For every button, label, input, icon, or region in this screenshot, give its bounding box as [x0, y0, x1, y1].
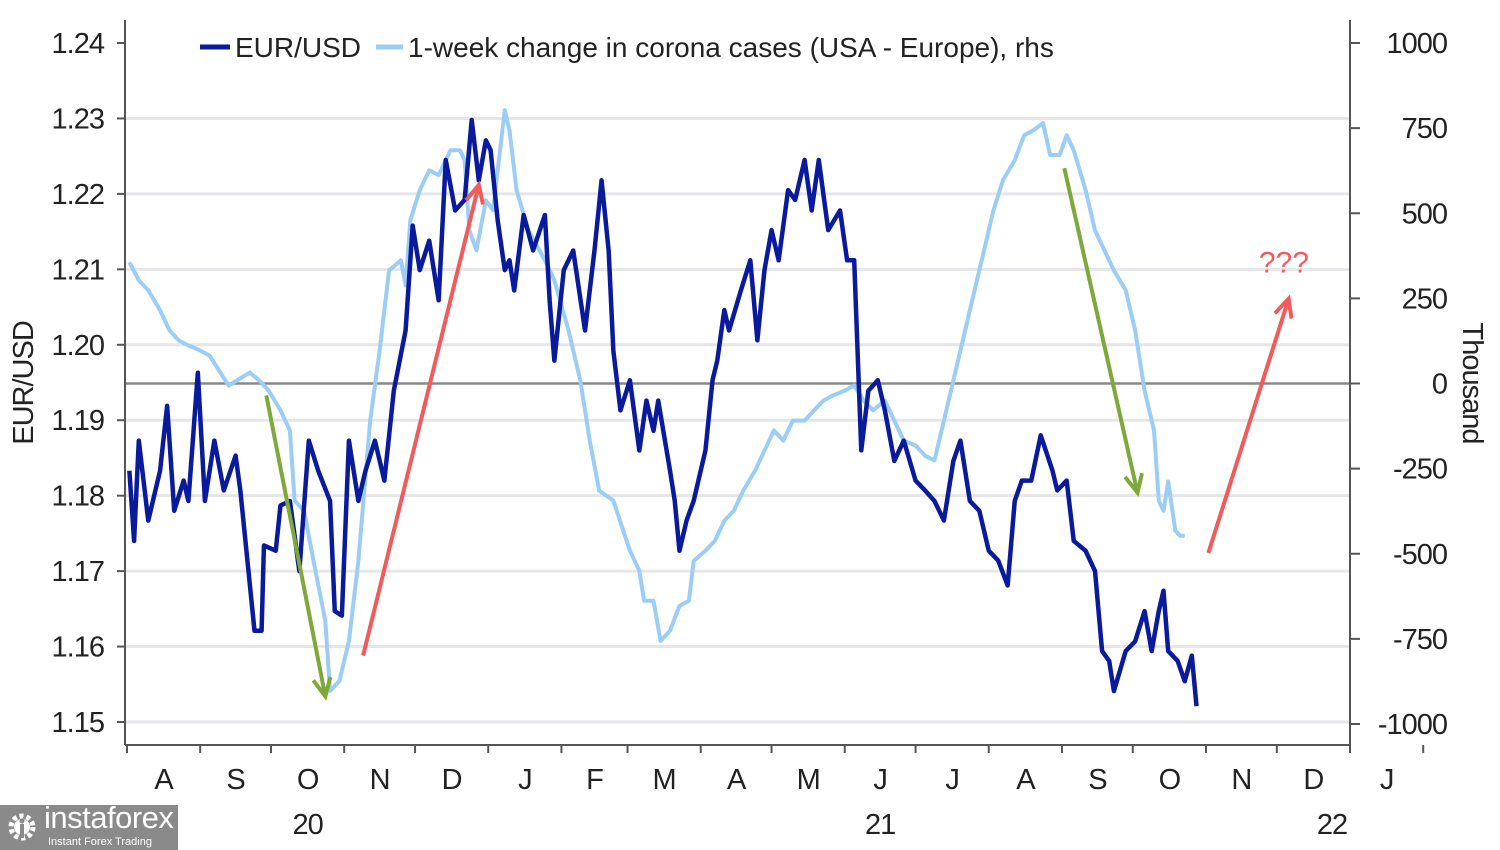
- x-tick-label: D: [1303, 764, 1323, 796]
- series-line-corona-cases: [127, 108, 1185, 693]
- y-tick-label: 1.18: [52, 481, 104, 513]
- y-tick-label: 1.21: [52, 254, 104, 286]
- y2-tick-label: -750: [1393, 624, 1447, 656]
- x-tick-label: J: [945, 764, 959, 796]
- y2-tick-label: 0: [1432, 369, 1447, 401]
- y2-tick-label: 1000: [1386, 28, 1447, 60]
- y-tick-label: 1.23: [52, 103, 104, 135]
- green-arrowhead: [1123, 472, 1144, 498]
- green-arrow: [1062, 167, 1140, 494]
- legend-label-corona: 1-week change in corona cases (USA - Eur…: [408, 32, 1054, 63]
- y-tick-label: 1.22: [52, 179, 104, 211]
- series-layer: [127, 108, 1199, 707]
- x-tick-label: A: [1016, 764, 1036, 796]
- year-label: 21: [865, 809, 895, 841]
- y-tick-label: 1.24: [52, 28, 105, 60]
- x-tick-label: F: [586, 764, 603, 796]
- x-tick-label: S: [1088, 764, 1107, 796]
- x-tick-label: J: [873, 764, 887, 796]
- y-tick-label: 1.15: [52, 707, 104, 739]
- x-tick-label: M: [797, 764, 820, 796]
- y-tick-label: 1.17: [52, 556, 104, 588]
- green-arrow: [264, 394, 328, 697]
- x-tick-label: N: [370, 764, 390, 796]
- y2-tick-label: 750: [1402, 113, 1447, 145]
- x-tick-label: J: [1380, 764, 1394, 796]
- axes: 1.24 1.23 1.22 1.21 1.20 1.19 1.18 1.17 1.16 1.15…: [52, 20, 1448, 841]
- x-tick-label: A: [154, 764, 174, 796]
- watermark-logo: instaforex Instant Forex Trading: [0, 805, 178, 850]
- watermark-brand: instaforex: [44, 805, 174, 835]
- x-tick-label: M: [653, 764, 676, 796]
- year-label: 22: [1317, 809, 1347, 841]
- x-tick-label: A: [727, 764, 747, 796]
- red-arrowhead: [1273, 294, 1294, 319]
- gear-logo-icon: [8, 813, 36, 841]
- y-tick-label: 1.19: [52, 405, 104, 437]
- red-arrowhead: [464, 180, 485, 205]
- y-tick-label: 1.16: [52, 632, 104, 664]
- green-arrowhead: [311, 676, 333, 701]
- x-tick-label: S: [226, 764, 245, 796]
- x-tick-label: O: [1159, 764, 1181, 796]
- watermark-tagline: Instant Forex Trading: [48, 836, 152, 848]
- annotations: ???: [264, 167, 1309, 701]
- red-arrow: [1206, 298, 1291, 554]
- y2-tick-label: 500: [1402, 198, 1447, 230]
- x-tick-label: O: [297, 764, 319, 796]
- x-tick-label: D: [442, 764, 462, 796]
- y2-tick-label: 250: [1402, 283, 1447, 315]
- y-tick-label: 1.20: [52, 330, 104, 362]
- y2-axis-label: Thousand: [1456, 323, 1488, 444]
- y2-tick-label: -500: [1393, 539, 1447, 571]
- question-marks-annotation: ???: [1259, 246, 1309, 279]
- y2-tick-label: -250: [1393, 454, 1447, 486]
- x-tick-label: N: [1231, 764, 1251, 796]
- year-label: 20: [292, 809, 322, 841]
- legend: EUR/USD 1-week change in corona cases (U…: [200, 32, 1054, 63]
- x-tick-label: J: [518, 764, 532, 796]
- y-axis-label: EUR/USD: [8, 321, 40, 445]
- red-arrow: [361, 184, 481, 657]
- series-line-eurusd: [127, 117, 1199, 707]
- y2-tick-label: -1000: [1378, 709, 1447, 741]
- legend-label-eurusd: EUR/USD: [235, 32, 361, 63]
